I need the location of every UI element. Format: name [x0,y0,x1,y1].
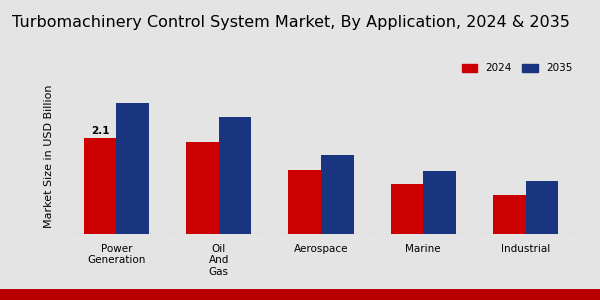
Bar [84,138,116,234]
Bar [391,184,423,234]
Bar [493,195,526,234]
Bar [116,103,149,234]
Legend: 2024, 2035: 2024, 2035 [457,59,577,77]
Bar [288,170,321,234]
Bar [526,181,558,234]
Bar [321,155,354,234]
Bar [423,171,456,234]
Text: 2.1: 2.1 [91,126,109,136]
Bar [186,142,219,234]
Text: Turbomachinery Control System Market, By Application, 2024 & 2035: Turbomachinery Control System Market, By… [12,15,570,30]
Y-axis label: Market Size in USD Billion: Market Size in USD Billion [44,84,55,228]
Bar [219,117,251,234]
